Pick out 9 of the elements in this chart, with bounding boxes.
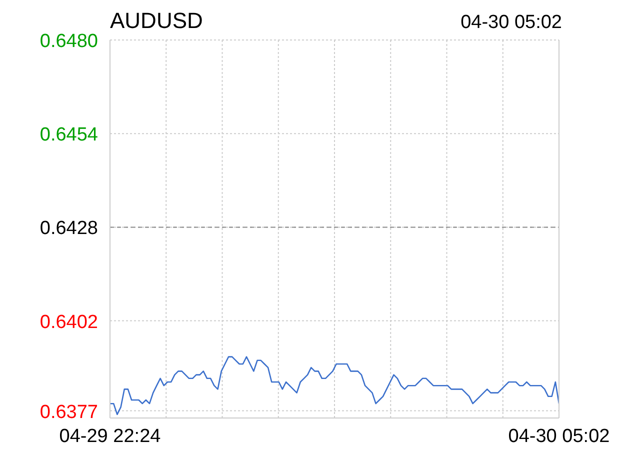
y-tick-label: 0.6480 [40,31,98,52]
chart-title: AUDUSD [110,8,203,34]
y-tick-label: 0.6402 [40,312,98,333]
y-tick-label: 0.6377 [40,402,98,423]
chart-subtitle: 04-30 05:02 [460,12,562,34]
y-tick-label: 0.6428 [40,218,98,240]
x-tick-label: 04-29 22:24 [59,426,162,447]
line-series [110,356,559,416]
y-tick-label: 0.6454 [40,124,98,146]
